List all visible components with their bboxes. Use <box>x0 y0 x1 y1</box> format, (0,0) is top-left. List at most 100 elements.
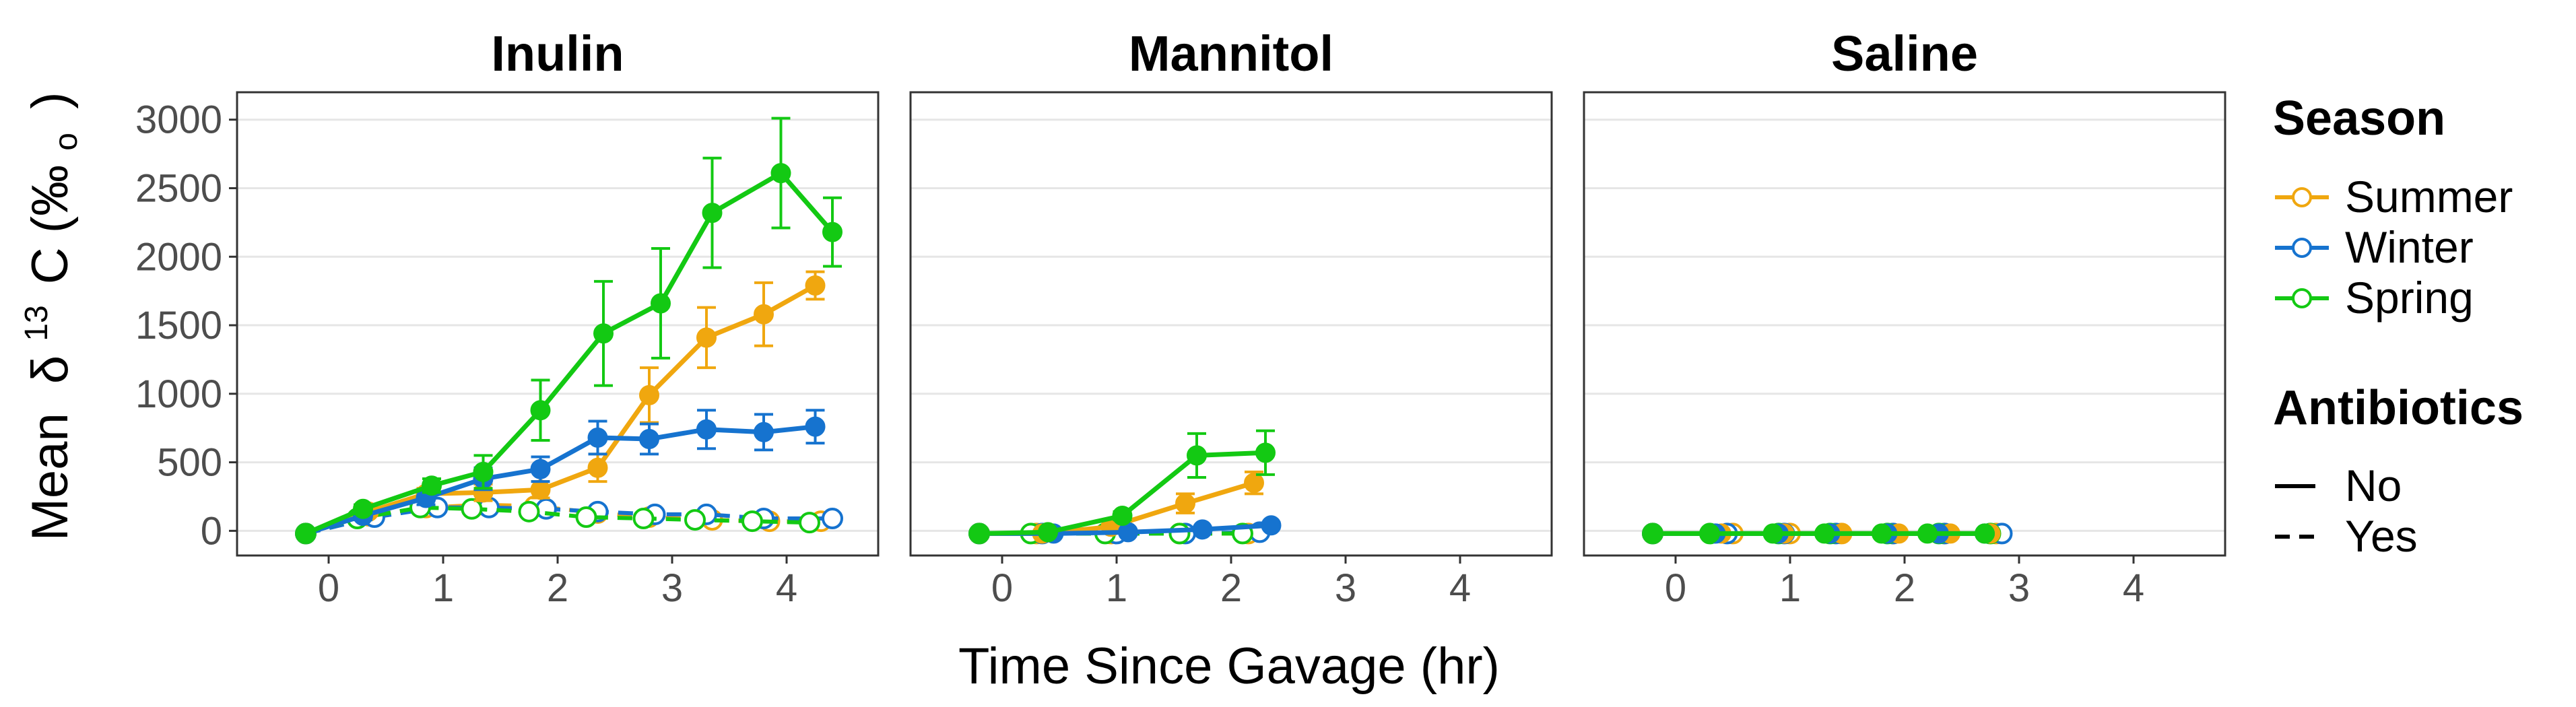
data-point <box>353 498 373 519</box>
data-point <box>473 461 494 482</box>
data-point <box>702 203 723 224</box>
x-tick-label: 2 <box>1894 566 1915 610</box>
series-line <box>305 505 810 536</box>
y-tick-label: 1500 <box>135 304 222 347</box>
x-tick-label: 2 <box>1220 566 1242 610</box>
data-point <box>741 510 763 533</box>
data-point <box>969 523 989 544</box>
data-point <box>754 422 774 442</box>
data-point <box>518 500 540 523</box>
legend-label: Winter <box>2345 222 2474 272</box>
legend-title-season: Season <box>2273 92 2445 145</box>
facet-title: Inulin <box>491 26 624 81</box>
x-tick-label: 4 <box>2123 566 2144 610</box>
facet-panels: Inulin 0 1 2 3 4 0 500 1000 1500 2000 2500 3000 Manni… <box>135 26 2226 610</box>
y-axis-label-element: C (‰ <box>22 165 79 284</box>
data-point <box>530 459 551 479</box>
data-point <box>651 293 671 314</box>
y-tick-label: 1000 <box>135 372 222 416</box>
data-point <box>530 479 551 500</box>
x-tick-label: 3 <box>1335 566 1356 610</box>
y-axis-label: Mean δ 13 C (‰ o ) <box>1 92 88 541</box>
legend-key-antibiotics-no: No <box>2275 461 2402 510</box>
legend-swatch-point <box>2292 238 2312 258</box>
data-point <box>1192 519 1213 540</box>
data-point <box>799 512 820 534</box>
series-spring-no-antibiotics <box>296 116 843 544</box>
data-point <box>1261 515 1282 536</box>
y-tick-label: 3000 <box>135 98 222 142</box>
data-point <box>530 400 551 421</box>
series-line <box>304 424 816 536</box>
legend-key-winter: Winter <box>2275 222 2474 272</box>
data-point <box>1762 523 1783 544</box>
facet-title: Saline <box>1831 26 1978 81</box>
x-tick-label: 1 <box>1779 566 1801 610</box>
legend-label: Summer <box>2345 172 2513 222</box>
data-point <box>805 275 826 296</box>
data-point <box>1917 523 1938 544</box>
data-point <box>684 509 706 531</box>
data-point <box>822 508 843 530</box>
data-point <box>1700 523 1720 544</box>
data-point <box>593 323 614 344</box>
y-tick-label: 2000 <box>135 235 222 279</box>
facet-panel-saline: Saline 0 1 2 3 4 <box>1583 26 2226 610</box>
x-tick-label: 0 <box>991 566 1013 610</box>
legend-key-antibiotics-yes: Yes <box>2275 511 2418 561</box>
x-tick-label: 3 <box>661 566 683 610</box>
y-axis-label-prefix: Mean <box>22 413 79 541</box>
data-point <box>754 304 774 325</box>
legend-key-spring: Spring <box>2275 273 2474 323</box>
y-axis-label-delta: δ <box>22 356 79 384</box>
plot-background <box>237 92 878 556</box>
legend-label: Spring <box>2345 273 2474 323</box>
series-spring-yes-antibiotics <box>295 496 820 545</box>
data-point <box>696 419 717 440</box>
data-point <box>1872 523 1892 544</box>
data-point <box>1975 523 1995 544</box>
data-point <box>770 163 791 184</box>
plot-background <box>911 92 1552 556</box>
y-tick-label: 0 <box>201 509 222 553</box>
data-point <box>587 427 608 448</box>
data-point <box>1244 473 1264 494</box>
data-point <box>639 384 659 405</box>
data-point <box>461 498 483 520</box>
legend-swatch-point <box>2292 187 2312 207</box>
x-tick-label: 0 <box>318 566 339 610</box>
x-tick-label: 2 <box>547 566 568 610</box>
data-point <box>632 508 655 530</box>
data-point <box>1643 523 1663 544</box>
data-point <box>822 222 843 242</box>
data-point <box>805 416 826 437</box>
data-point <box>1112 505 1133 526</box>
plot-background <box>1584 92 2225 556</box>
x-tick-label: 4 <box>1449 566 1471 610</box>
data-point <box>1175 493 1195 514</box>
legend-label: No <box>2345 461 2402 510</box>
legend-swatch-point <box>2292 288 2312 308</box>
series-spring-no-antibiotics <box>969 429 1276 544</box>
data-point <box>696 327 717 348</box>
y-axis-label-subscript: o <box>48 133 84 151</box>
data-point <box>1168 523 1191 545</box>
y-tick-label: 500 <box>157 441 222 485</box>
series-line <box>305 505 832 536</box>
data-point <box>1038 522 1058 543</box>
legend-label: Yes <box>2345 511 2418 561</box>
facet-panel-mannitol: Mannitol 0 1 2 3 4 <box>909 26 1553 610</box>
series-line <box>304 170 834 536</box>
y-axis-label-superscript: 13 <box>19 305 55 341</box>
data-point <box>422 475 442 496</box>
data-point <box>1255 442 1276 463</box>
series-spring-no-antibiotics <box>1643 523 1995 544</box>
data-point <box>1187 445 1207 466</box>
legend-title-antibiotics: Antibiotics <box>2273 381 2523 435</box>
data-point <box>639 428 659 449</box>
